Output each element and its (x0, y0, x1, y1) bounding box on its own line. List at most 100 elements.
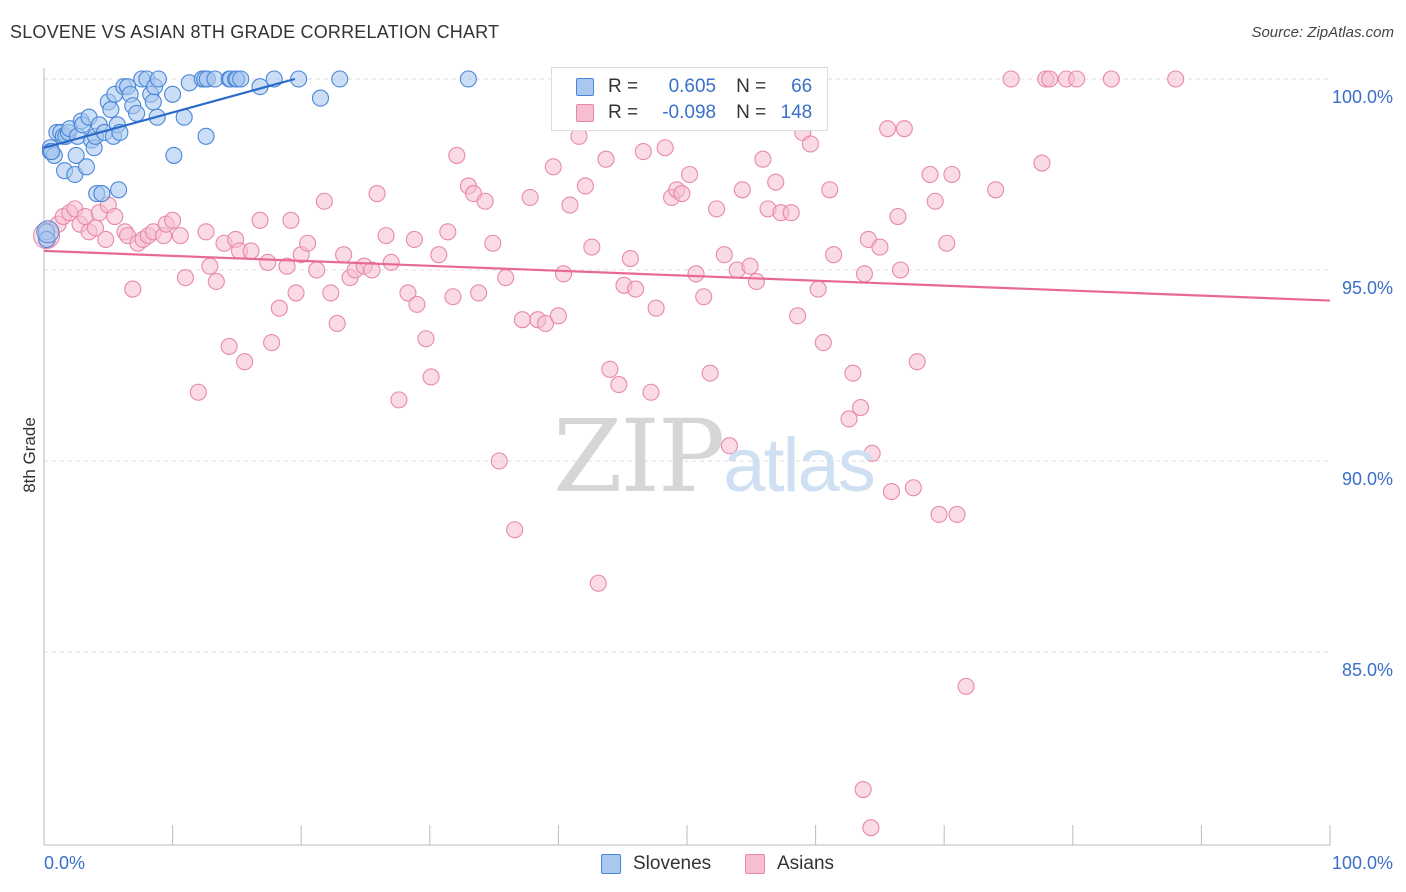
slovene-point (102, 101, 120, 119)
slovene-point (165, 146, 183, 164)
slovene-point (459, 70, 477, 88)
legend-n-value: 66 (791, 76, 813, 97)
asian-point (220, 337, 238, 355)
asian-point (124, 280, 142, 298)
asian-point (448, 146, 466, 164)
asian-point (855, 265, 874, 283)
asian-point (767, 173, 785, 191)
asian-point (1033, 154, 1051, 172)
y-tick-label: 90.0% (1342, 469, 1393, 489)
asian-point (417, 330, 435, 348)
asian-point (926, 192, 944, 210)
asian-point (430, 246, 448, 264)
source-label: Source: ZipAtlas.com (1251, 24, 1394, 41)
asian-point (840, 410, 858, 428)
asian-point (673, 185, 691, 203)
legend-row-slovenes: R = 0.605 N = 66 (576, 75, 812, 99)
slovene-point (232, 70, 250, 88)
asian-point (287, 284, 305, 302)
asian-point (782, 204, 800, 222)
legend-n-value: 148 (780, 102, 813, 123)
bottom-swatch-asians (745, 854, 765, 874)
bottom-label-slovenes: Slovenes (633, 853, 712, 874)
slovene-trend-line (43, 77, 296, 149)
slovene-point (67, 146, 85, 164)
y-tick-labels: 100.0% 95.0% 90.0% 85.0% (1332, 87, 1393, 680)
asian-point (852, 398, 870, 417)
asian-point (363, 261, 381, 279)
legend-swatch-slovenes (576, 78, 594, 96)
asian-point (236, 353, 254, 371)
asian-point (863, 444, 881, 462)
asian-point (476, 192, 494, 210)
asian-point (733, 181, 751, 199)
legend-n-label: N = (736, 102, 767, 123)
asian-point (647, 299, 665, 317)
slovene-points (36, 70, 477, 248)
asian-point (399, 284, 417, 302)
chart-title: SLOVENE VS ASIAN 8TH GRADE CORRELATION C… (10, 22, 500, 42)
asian-point (715, 246, 733, 264)
legend-n-label: N = (736, 76, 767, 97)
asian-point (687, 265, 705, 283)
asian-point (701, 364, 719, 382)
asian-point (561, 196, 579, 214)
asian-point (825, 246, 843, 264)
asian-point (322, 284, 340, 302)
asian-point (1002, 70, 1020, 88)
asian-point (554, 265, 573, 283)
asian-point (1167, 70, 1185, 88)
asian-point (422, 368, 440, 386)
asian-point (282, 211, 300, 229)
asian-point (601, 360, 619, 378)
asian-point (1102, 70, 1120, 88)
asian-point (583, 238, 601, 256)
slovene-point (144, 93, 162, 111)
asian-point (189, 383, 207, 401)
legend-r-value: -0.098 (662, 102, 717, 123)
asian-point (270, 299, 288, 317)
asian-point (251, 211, 269, 229)
slovene-point (331, 70, 349, 88)
asian-point (259, 253, 277, 271)
asian-point (814, 334, 832, 352)
asian-point (871, 238, 889, 256)
asian-point (308, 261, 326, 279)
legend-r-value: 0.605 (668, 76, 717, 97)
asian-point (497, 269, 515, 287)
asian-point (382, 253, 400, 271)
asian-point (708, 200, 726, 218)
slovene-point (93, 185, 111, 203)
asian-point (862, 819, 880, 837)
asian-point (513, 311, 531, 329)
asian-point (521, 188, 539, 206)
asian-point (741, 257, 759, 275)
asian-point (747, 272, 765, 291)
bottom-legend-asians: Asians (745, 852, 834, 876)
asian-point (681, 165, 699, 184)
asian-point (957, 677, 975, 695)
asian-point (408, 295, 426, 313)
asian-point (1041, 70, 1059, 88)
asian-trend-line (43, 249, 1331, 302)
asian-point (299, 234, 317, 252)
asian-point (821, 181, 839, 199)
asian-point (921, 165, 939, 184)
asian-point (642, 383, 660, 401)
asian-point (405, 230, 423, 248)
legend-r-label: R = (608, 76, 639, 97)
asian-point (207, 272, 225, 291)
asian-point (242, 242, 260, 260)
asian-point (106, 207, 124, 226)
asian-points (33, 70, 1185, 837)
legend-swatch-asians (576, 104, 594, 122)
asian-point (754, 150, 772, 168)
asian-point (801, 135, 820, 153)
asian-point (844, 364, 862, 382)
legend-row-asians: R = -0.098 N = 148 (576, 101, 812, 125)
bottom-legend-slovenes: Slovenes (601, 852, 711, 876)
bottom-label-asians: Asians (777, 853, 835, 874)
asian-point (315, 192, 333, 210)
y-axis-label: 8th Grade (20, 417, 39, 493)
